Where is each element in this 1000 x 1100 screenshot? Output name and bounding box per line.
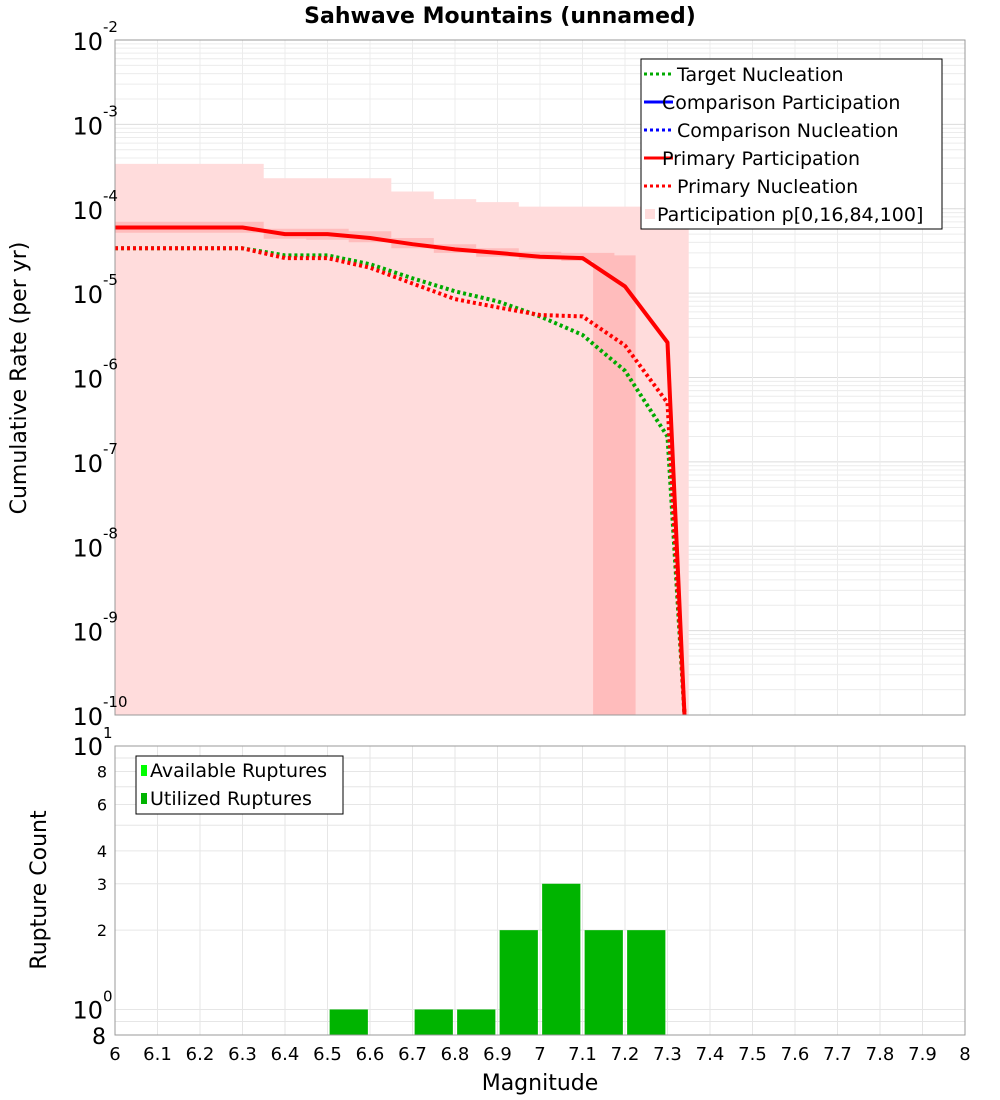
count-x-tick-label: 6.7 (398, 1044, 427, 1065)
count-x-tick-label: 7.8 (866, 1044, 895, 1065)
rate-y-tick-label: 10 (72, 28, 103, 56)
count-x-tick-label: 7 (534, 1044, 545, 1065)
count-y-major-exponent: 0 (103, 987, 113, 1005)
count-y-major-label: 10 (72, 996, 103, 1024)
rate-legend-label: Comparison Participation (662, 92, 900, 114)
rate-y-tick-label: 10 (72, 366, 103, 394)
count-bar (329, 1009, 368, 1035)
count-y-major-label: 10 (72, 733, 103, 761)
rate-y-tick-label: 10 (72, 197, 103, 225)
count-y-minor-label: 2 (97, 921, 107, 940)
rate-y-tick-exponent: -4 (103, 187, 118, 205)
count-x-tick-label: 7.3 (653, 1044, 682, 1065)
rate-legend-box (640, 58, 943, 230)
chart-title: Sahwave Mountains (unnamed) (304, 4, 696, 29)
rate-band (115, 163, 689, 715)
count-x-tick-label: 6.3 (228, 1044, 257, 1065)
rate-y-tick-label: 10 (72, 619, 103, 647)
rate-series-line (115, 246, 687, 716)
count-y-major-exponent: 1 (103, 724, 113, 742)
count-x-tick-label: 6.1 (143, 1044, 172, 1065)
count-x-tick-label: 7.9 (908, 1044, 937, 1065)
count-y-minor-label: 8 (92, 1025, 106, 1050)
count-x-tick-label: 6.9 (483, 1044, 512, 1065)
rate-y-tick-exponent: -2 (103, 18, 118, 36)
rate-legend-swatch (645, 209, 655, 219)
count-y-minor-label: 3 (97, 875, 107, 894)
rate-y-tick-exponent: -9 (103, 609, 118, 627)
count-bar (627, 930, 666, 1035)
rate-y-tick-label: 10 (72, 281, 103, 309)
count-x-tick-label: 7.4 (696, 1044, 725, 1065)
rate-legend-label: Primary Nucleation (677, 176, 858, 198)
count-x-tick-label: 7.2 (611, 1044, 640, 1065)
rate-series-line (115, 225, 687, 716)
count-x-tick-label: 7.6 (781, 1044, 810, 1065)
count-y-minor-label: 6 (97, 795, 107, 814)
rate-y-tick-exponent: -5 (103, 271, 118, 289)
rate-lines (115, 225, 687, 716)
count-x-tick-label: 7.7 (823, 1044, 852, 1065)
count-bar (499, 930, 538, 1035)
count-y-axis-label: Rupture Count (27, 810, 52, 970)
count-x-tick-label: 7.1 (568, 1044, 597, 1065)
rate-y-tick-label: 10 (72, 112, 103, 140)
count-bar (414, 1009, 453, 1035)
count-legend: Available Ruptures Utilized Ruptures (135, 755, 344, 815)
rate-plot-frame (114, 39, 966, 716)
rate-y-tick-exponent: -10 (103, 693, 128, 711)
count-x-tick-label: 7.5 (738, 1044, 767, 1065)
count-plot-frame (114, 745, 966, 1036)
rate-legend-label: Comparison Nucleation (677, 120, 899, 142)
rate-y-tick-exponent: -3 (103, 102, 118, 120)
rate-legend-label: Primary Participation (662, 148, 860, 170)
rate-legend-label: Target Nucleation (676, 64, 844, 86)
rate-y-tick-exponent: -6 (103, 356, 118, 374)
count-bar (584, 930, 623, 1035)
count-legend-box (135, 755, 344, 815)
count-x-tick-labels: 6 6.1 6.2 6.3 6.4 6.5 6.6 6.7 6.8 6.9 7 7.1 7.2 7.3 7.… (109, 1044, 970, 1065)
rate-series-line (115, 246, 687, 716)
rate-legend: Target Nucleation Comparison Participatio… (640, 58, 943, 230)
rate-y-axis-label: Cumulative Rate (per yr) (7, 242, 32, 515)
rate-y-tick-exponent: -8 (103, 524, 118, 542)
count-x-tick-label: 6.2 (186, 1044, 215, 1065)
count-x-tick-label: 6.8 (441, 1044, 470, 1065)
count-x-tick-label: 6.5 (313, 1044, 342, 1065)
count-x-axis-label: Magnitude (482, 1071, 599, 1096)
rate-y-tick-exponent: -7 (103, 440, 118, 458)
count-legend-swatch (141, 765, 147, 776)
count-bars (329, 883, 666, 1035)
count-bar (542, 883, 581, 1035)
count-legend-swatch (141, 793, 147, 804)
count-x-tick-label: 6.6 (356, 1044, 385, 1065)
rate-y-tick-label: 10 (72, 534, 103, 562)
rate-y-tick-label: 10 (72, 703, 103, 731)
count-y-minor-label: 8 (97, 763, 107, 782)
count-x-tick-label: 8 (959, 1044, 970, 1065)
count-x-tick-label: 6.4 (271, 1044, 300, 1065)
rate-y-tick-label: 10 (72, 450, 103, 478)
rate-band (115, 221, 668, 716)
count-bar (457, 1009, 496, 1035)
count-x-tick-label: 6 (109, 1044, 120, 1065)
count-legend-label: Utilized Ruptures (150, 788, 312, 810)
rate-legend-label: Participation p[0,16,84,100] (657, 204, 923, 226)
rate-bands (115, 163, 689, 716)
count-y-minor-label: 4 (97, 842, 107, 861)
count-legend-label: Available Ruptures (150, 760, 327, 782)
